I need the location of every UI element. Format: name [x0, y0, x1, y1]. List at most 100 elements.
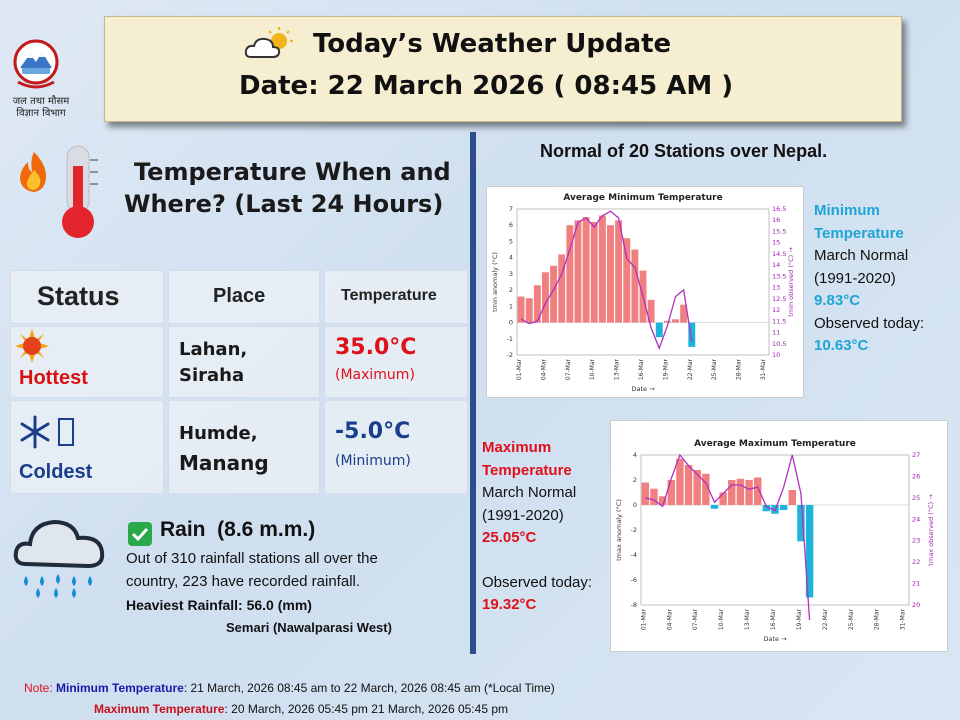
heaviest-rainfall: Heaviest Rainfall: 56.0 (mm) — [126, 597, 312, 613]
y2-axis-label: tmax observed (°C) → — [927, 494, 935, 566]
bar-positive — [658, 496, 667, 505]
rain-description-line2: country, 223 have recorded rainfall. — [126, 573, 361, 590]
x-tick-label: 04-Mar — [666, 608, 673, 630]
bar-negative — [710, 505, 719, 509]
bar-negative — [688, 322, 696, 347]
y2-tick-label: 16.5 — [772, 205, 786, 213]
bar-positive — [641, 482, 650, 505]
bar-positive — [574, 220, 582, 323]
rain-description-line1: Out of 310 rainfall stations all over th… — [126, 550, 378, 567]
y-tick-label: -2 — [631, 526, 637, 534]
y-tick-label: 3 — [509, 270, 513, 278]
y2-tick-label: 11.5 — [772, 317, 786, 325]
partly-cloudy-icon — [244, 27, 293, 58]
max-temperature-chart-svg: Average Maximum Temperature-8-6-4-202420… — [615, 439, 935, 643]
bar-positive — [676, 458, 684, 505]
min-panel-title1: Minimum — [814, 202, 880, 219]
x-tick-label: 16-Mar — [638, 358, 645, 380]
y2-tick-label: 22 — [912, 558, 920, 566]
bar-positive — [736, 478, 745, 505]
x-tick-label: 28-Mar — [874, 608, 881, 630]
x-tick-label: 31-Mar — [900, 608, 907, 630]
observed-line — [520, 210, 693, 351]
table-row-coldest-status: Coldest — [10, 400, 164, 494]
x-tick-label: 25-Mar — [848, 608, 855, 630]
hottest-place-line1: Lahan, — [179, 339, 248, 360]
table-row-coldest-place: Humde, Manang — [168, 400, 320, 494]
bar-positive — [728, 480, 736, 505]
y-tick-label: -4 — [631, 551, 637, 559]
y2-tick-label: 16 — [772, 216, 780, 224]
x-tick-label: 16-Mar — [770, 608, 777, 630]
bar-positive — [566, 225, 574, 323]
min-panel-title2: Temperature — [814, 224, 904, 242]
x-tick-label: 28-Mar — [736, 358, 743, 380]
table-row-hottest-status: Hottest — [10, 326, 164, 398]
bar-positive — [753, 477, 762, 505]
bar-positive — [631, 249, 639, 323]
bar-positive — [663, 320, 671, 323]
y2-tick-label: 14 — [772, 261, 780, 269]
bar-positive — [745, 480, 753, 505]
x-tick-label: 13-Mar — [744, 608, 751, 630]
bar-positive — [672, 319, 679, 323]
y-tick-label: 7 — [509, 205, 513, 213]
bar-positive — [680, 304, 688, 323]
y2-tick-label: 24 — [912, 515, 920, 523]
y2-tick-label: 26 — [912, 472, 920, 480]
x-tick-label: 10-Mar — [589, 358, 596, 380]
footnote: Note: Minimum Temperature: 21 March, 202… — [24, 678, 555, 720]
coldest-value: -5.0°C — [335, 419, 411, 444]
bar-positive — [719, 492, 727, 505]
observed-line — [645, 453, 811, 621]
rain-title: Rain (8.6 m.m.) — [160, 518, 316, 541]
y2-axis-label: tmin observed (°C) → — [787, 247, 795, 317]
status-header-text: Status — [37, 281, 120, 311]
coldest-label: Coldest — [19, 461, 93, 483]
x-tick-label: 04-Mar — [540, 358, 547, 380]
y-tick-label: -6 — [631, 576, 637, 584]
coldest-place-line1: Humde, — [179, 423, 258, 444]
bar-positive — [582, 217, 590, 323]
temperature-title-line2: Where? (Last 24 Hours) — [124, 190, 444, 218]
x-tick-label: 10-Mar — [718, 608, 725, 630]
min-panel-period: (1991-2020) — [814, 269, 896, 287]
rain-cloud-icon — [13, 519, 105, 598]
y-tick-label: 5 — [509, 237, 513, 245]
bar-positive — [650, 488, 658, 505]
x-axis-label: Date → — [631, 385, 655, 393]
bar-positive — [702, 473, 710, 505]
y2-tick-label: 12.5 — [772, 295, 786, 303]
place-header-text: Place — [213, 285, 266, 307]
y2-tick-label: 14.5 — [772, 250, 786, 258]
logo-caption-line2: विज्ञान विभाग — [16, 108, 66, 119]
bar-positive — [667, 480, 675, 505]
y-tick-label: 4 — [633, 451, 637, 459]
min-temperature-chart-svg: Average Minimum Temperature-2-1012345671… — [491, 193, 795, 393]
y-tick-label: -8 — [631, 601, 637, 609]
hottest-qualifier: (Maximum) — [335, 367, 415, 383]
max-temperature-panel: Maximum Temperature March Normal (1991-2… — [482, 437, 612, 617]
x-tick-label: 22-Mar — [822, 608, 829, 630]
bar-positive — [623, 238, 631, 323]
y-tick-label: -1 — [507, 335, 513, 343]
max-temperature-chart: Average Maximum Temperature -8 -6 -4 -2 0 2 4 20… — [610, 420, 948, 652]
max-panel-title2: Temperature — [482, 461, 572, 479]
y2-tick-label: 20 — [912, 601, 920, 609]
footnote-line1: Note: Minimum Temperature: 21 March, 202… — [24, 678, 555, 699]
temperature-section-title: Temperature When and Where? (Last 24 Hou… — [124, 156, 454, 220]
y2-tick-label: 27 — [912, 451, 920, 459]
x-tick-label: 31-Mar — [760, 358, 767, 380]
note-prefix: Note: — [24, 681, 57, 695]
y-axis-label: tmax anomaly (°C) — [615, 499, 623, 561]
y-tick-label: 0 — [509, 319, 513, 327]
logo-caption-line1: जल तथा मौसम — [12, 96, 70, 107]
table-header-place: Place — [168, 270, 320, 324]
max-panel-observed-label: Observed today: — [482, 573, 593, 591]
y-tick-label: 1 — [509, 302, 513, 310]
y-axis-label: tmin anomaly (°C) — [491, 252, 499, 312]
max-panel-title1: Maximum — [482, 439, 552, 456]
bar-positive — [788, 490, 797, 505]
y-tick-label: -2 — [507, 351, 513, 359]
bar-positive — [598, 215, 606, 323]
